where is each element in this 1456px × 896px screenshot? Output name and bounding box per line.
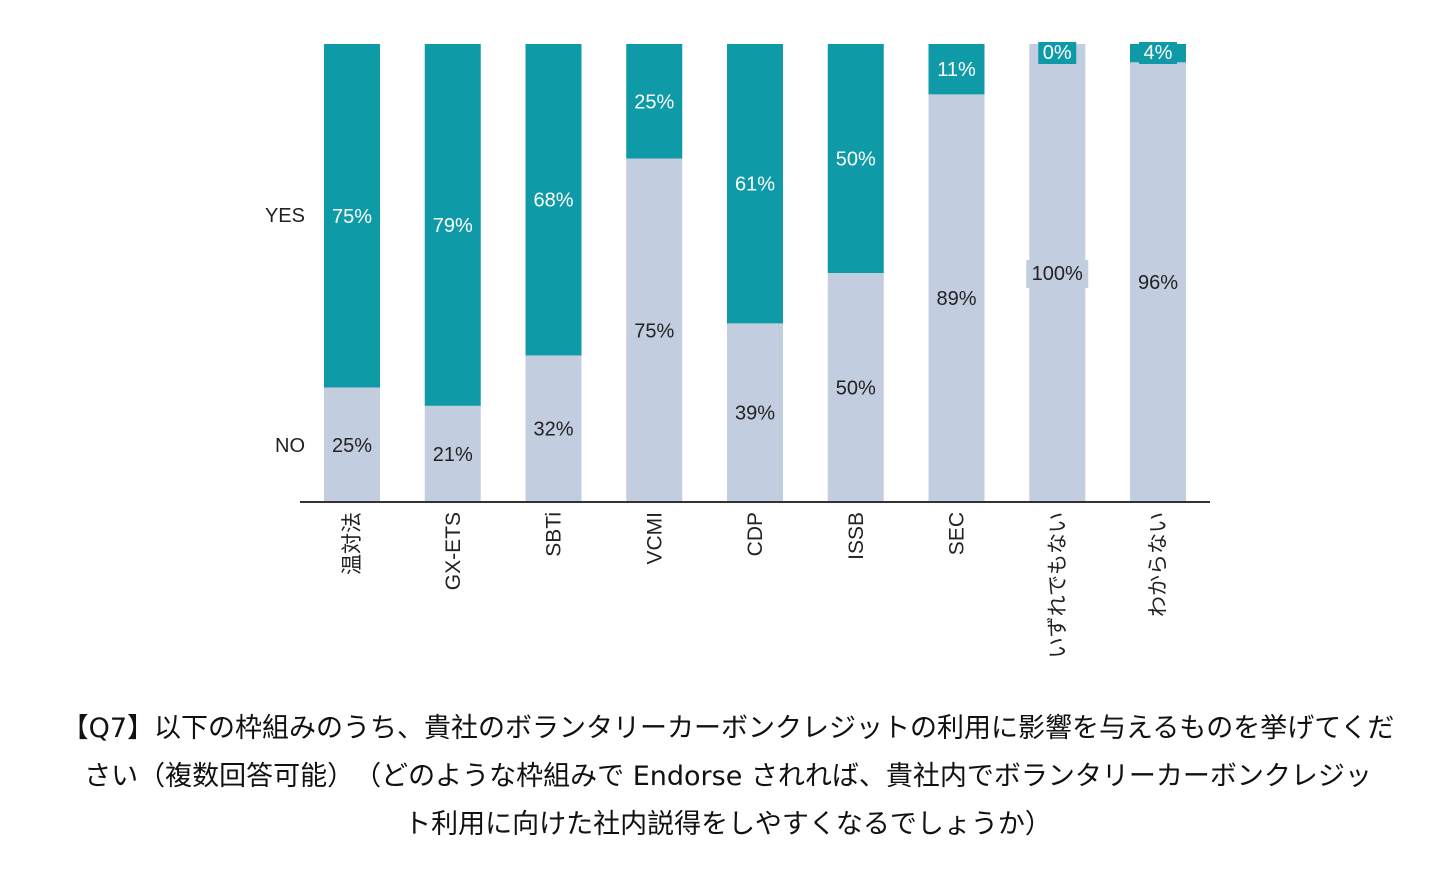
- data-label-yes-0: 75%: [332, 206, 372, 228]
- bar-no-1: [424, 405, 481, 502]
- question-caption: 【Q7】以下の枠組みのうち、貴社のボランタリーカーボンクレジットの利用に影響を与…: [40, 705, 1416, 849]
- bar-no-0: [324, 387, 380, 502]
- bars-layer: [324, 44, 1186, 502]
- data-label-no-7: 100%: [1032, 263, 1083, 285]
- category-label-5: ISSB: [845, 512, 868, 560]
- bar-yes-4: [727, 44, 783, 324]
- caption-line-2: さい（複数回答可能） （どのような枠組みで Endorse されれば、貴社内でボ…: [84, 761, 1372, 792]
- data-label-no-8: 96%: [1138, 272, 1178, 294]
- category-labels-layer: 温対法 GX-ETS SBTi VCMI CDP ISSB SEC いずれでもない わからない: [341, 512, 1170, 658]
- label-bg-no-7: [1026, 260, 1089, 288]
- data-label-no-1: 21%: [433, 444, 473, 466]
- bar-no-4: [727, 323, 783, 502]
- category-label-7: いずれでもない: [1046, 512, 1069, 658]
- label-bg-yes-8: [1139, 42, 1177, 64]
- category-label-2: SBTi: [543, 512, 566, 557]
- data-label-yes-2: 68%: [533, 190, 573, 212]
- data-label-no-4: 39%: [735, 403, 775, 425]
- bar-yes-0: [324, 44, 380, 388]
- bar-no-8: [1130, 62, 1186, 502]
- category-label-0: 温対法: [341, 512, 364, 575]
- data-label-no-0: 25%: [332, 435, 372, 457]
- bar-no-2: [525, 355, 582, 502]
- legend-label-yes: YES: [265, 205, 305, 227]
- data-label-yes-7: 0%: [1043, 42, 1072, 64]
- data-label-yes-1: 79%: [433, 215, 473, 237]
- category-label-1: GX-ETS: [442, 512, 465, 590]
- category-label-8: わからない: [1147, 512, 1170, 617]
- bar-yes-1: [424, 44, 481, 406]
- bar-yes-6: [928, 44, 985, 95]
- bar-no-3: [626, 158, 683, 502]
- data-label-no-5: 50%: [836, 378, 876, 400]
- bar-yes-5: [827, 44, 884, 273]
- data-label-yes-8: 4%: [1144, 42, 1173, 64]
- caption-line-1: 【Q7】以下の枠組みのうち、貴社のボランタリーカーボンクレジットの利用に影響を与…: [61, 713, 1395, 744]
- data-label-no-6: 89%: [936, 288, 976, 310]
- label-bg-yes-7: [1038, 42, 1077, 64]
- data-label-no-2: 32%: [533, 419, 573, 441]
- stacked-bar-chart: 25% 75% 21% 79% 32% 68% 75% 25% 39% 61% 50% 50% 89% 1…: [265, 42, 1210, 658]
- legend-label-no: NO: [275, 435, 305, 457]
- bar-no-5: [827, 273, 884, 502]
- data-label-no-3: 75%: [634, 320, 674, 342]
- bar-no-6: [928, 94, 985, 502]
- data-label-yes-4: 61%: [735, 174, 775, 196]
- data-labels-layer: 25% 75% 21% 79% 32% 68% 75% 25% 39% 61% 50% 50% 89% 1…: [332, 42, 1178, 466]
- bar-yes-3: [626, 44, 683, 159]
- category-label-6: SEC: [946, 512, 969, 555]
- data-label-yes-6: 11%: [937, 59, 976, 81]
- bar-yes-2: [525, 44, 582, 356]
- category-label-4: CDP: [744, 512, 767, 556]
- category-label-3: VCMI: [643, 512, 666, 565]
- data-label-yes-3: 25%: [634, 91, 674, 113]
- caption-line-3: ト利用に向けた社内説得をしやすくなるでしょうか）: [404, 809, 1052, 840]
- data-label-yes-5: 50%: [836, 149, 876, 171]
